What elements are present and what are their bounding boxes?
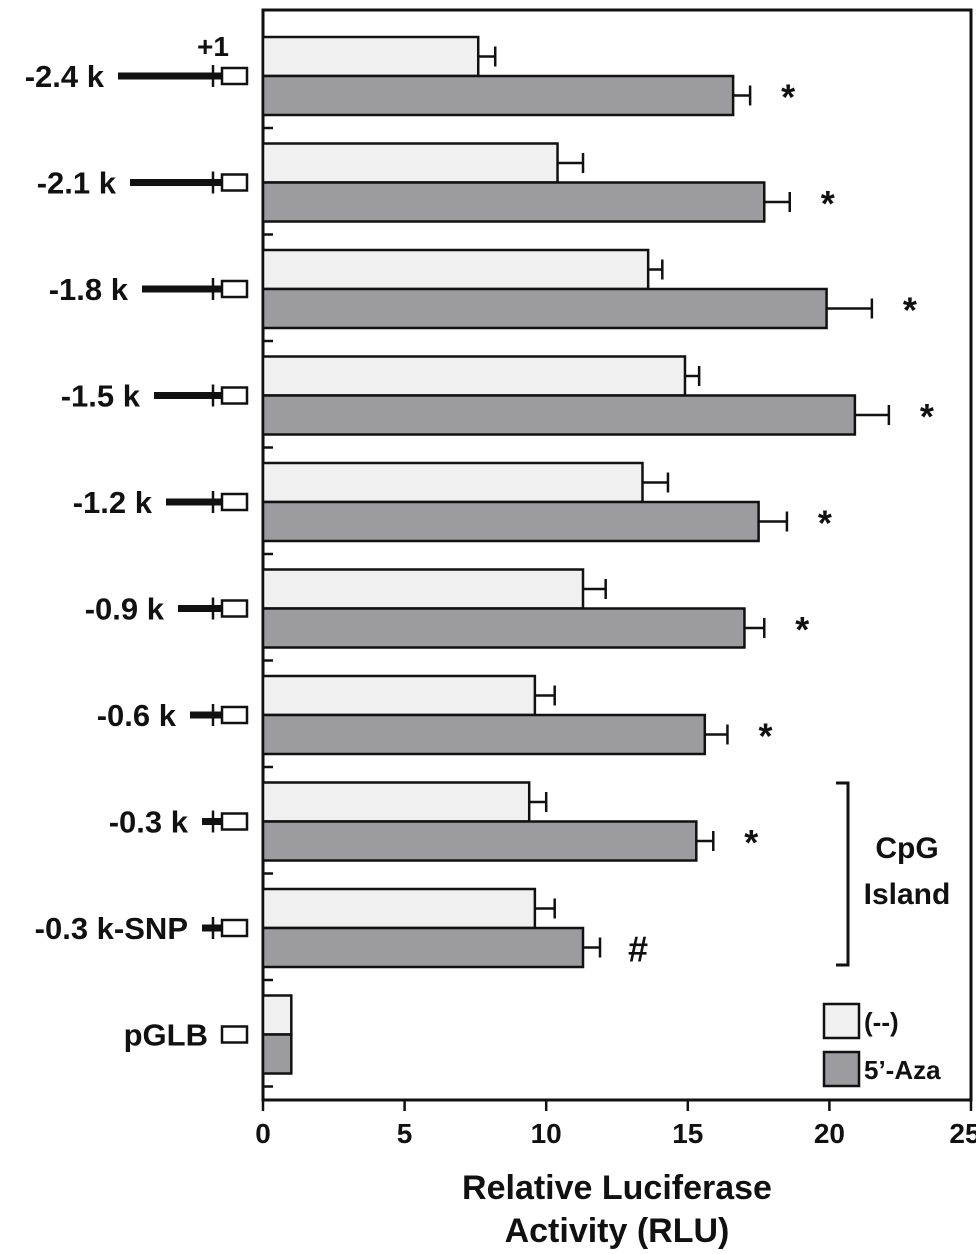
significance-mark-7: * — [744, 822, 758, 863]
category-label-2: -1.8 k — [49, 272, 129, 307]
error-bar-control-4 — [642, 472, 670, 493]
construct-diagrams-group — [118, 65, 249, 1044]
error-bar-control-2 — [648, 259, 664, 280]
bar-aza-9 — [261, 1033, 293, 1075]
bar-aza-3 — [261, 394, 857, 436]
legend-swatch-control — [822, 1002, 861, 1040]
bars-group — [261, 35, 857, 1075]
luciferase-box-5 — [220, 599, 249, 618]
legend-label-control: (--) — [864, 1007, 899, 1037]
error-bar-control-0 — [478, 46, 497, 67]
bar-control-5 — [261, 568, 585, 610]
error-bar-aza-7 — [696, 831, 715, 851]
bar-aza-5 — [261, 607, 746, 649]
x-axis-title-line-1: Relative Luciferase — [462, 1169, 772, 1207]
x-axis-title-line-2: Activity (RLU) — [505, 1212, 730, 1250]
bar-control-3 — [261, 355, 687, 397]
error-bar-control-3 — [684, 366, 701, 386]
cpg-label-line-1: CpG — [875, 832, 938, 865]
category-label-5: -0.9 k — [85, 592, 165, 627]
category-labels-group: -2.4 k -2.1 k -1.8 k -1.5 k -1.2 k -0.9 k -0.6… — [25, 59, 208, 1053]
error-bar-aza-3 — [854, 405, 891, 425]
bar-control-1 — [261, 142, 559, 184]
category-label-6: -0.6 k — [97, 698, 177, 733]
bar-control-2 — [261, 248, 650, 291]
significance-mark-6: * — [758, 716, 772, 757]
error-bar-control-1 — [557, 153, 585, 173]
x-axis-group: 0 5 10 15 20 25 — [255, 1100, 976, 1149]
bar-control-8 — [261, 887, 537, 930]
error-bar-aza-0 — [733, 85, 752, 106]
cpg-island-bracket: CpG Island — [836, 781, 951, 967]
error-bar-control-8 — [534, 898, 556, 919]
significance-mark-5: * — [795, 609, 809, 650]
significance-mark-8: # — [628, 929, 648, 970]
bar-aza-0 — [261, 74, 735, 117]
luciferase-box-7 — [220, 812, 249, 831]
y-ticks-group — [263, 126, 273, 1088]
bar-aza-7 — [261, 820, 698, 862]
luciferase-box-6 — [220, 705, 249, 725]
luciferase-box-3 — [220, 386, 249, 405]
significance-mark-0: * — [781, 77, 795, 118]
x-tick-label-5: 25 — [949, 1118, 976, 1149]
bar-control-0 — [261, 35, 480, 78]
error-bars-group — [478, 46, 891, 958]
significance-mark-2: * — [903, 290, 917, 331]
error-bar-aza-8 — [583, 937, 602, 958]
error-bar-aza-1 — [764, 192, 792, 212]
error-bar-aza-2 — [826, 298, 874, 319]
legend-swatch-aza — [822, 1050, 861, 1088]
bar-aza-2 — [261, 287, 828, 330]
luciferase-box-8 — [220, 918, 249, 938]
x-tick-label-4: 20 — [814, 1118, 845, 1149]
legend-label-aza: 5’-Aza — [864, 1055, 941, 1085]
luciferase-box-2 — [220, 279, 249, 299]
bar-aza-6 — [261, 713, 707, 756]
bar-control-4 — [261, 461, 644, 504]
luciferase-box-0 — [220, 66, 249, 86]
error-bar-control-5 — [583, 579, 607, 599]
category-label-8: -0.3 k-SNP — [35, 911, 188, 946]
promoter-start-label: +1 — [197, 31, 229, 62]
category-label-0: -2.4 k — [25, 59, 105, 94]
significance-mark-1: * — [821, 183, 835, 224]
bar-aza-4 — [261, 500, 760, 543]
error-bar-control-6 — [534, 685, 556, 706]
x-tick-label-1: 5 — [397, 1118, 413, 1149]
error-bar-control-7 — [529, 792, 548, 812]
cpg-bracket-line — [836, 781, 850, 967]
category-label-4: -1.2 k — [73, 485, 153, 520]
error-bar-aza-6 — [704, 724, 729, 745]
bar-control-6 — [261, 674, 537, 717]
significance-mark-3: * — [920, 396, 934, 437]
x-tick-label-2: 10 — [531, 1118, 562, 1149]
category-label-1: -2.1 k — [37, 166, 117, 201]
bar-control-7 — [261, 781, 531, 823]
error-bar-aza-4 — [758, 511, 789, 532]
bar-control-9 — [261, 994, 293, 1036]
bar-aza-1 — [261, 181, 766, 223]
significance-mark-4: * — [818, 503, 832, 544]
x-tick-label-0: 0 — [255, 1118, 271, 1149]
bar-aza-8 — [261, 926, 585, 969]
category-label-7: -0.3 k — [109, 805, 189, 840]
legend: (--) 5’-Aza — [822, 1002, 941, 1088]
category-label-3: -1.5 k — [61, 379, 141, 414]
cpg-label-line-2: Island — [864, 878, 951, 911]
luciferase-box-1 — [220, 173, 249, 192]
error-bar-aza-5 — [744, 618, 766, 638]
significance-group: * * * * * * * * # — [628, 77, 934, 970]
x-tick-label-3: 15 — [672, 1118, 703, 1149]
category-label-9: pGLB — [124, 1018, 208, 1053]
luciferase-box-4 — [220, 492, 249, 512]
luciferase-box-9 — [220, 1025, 249, 1044]
